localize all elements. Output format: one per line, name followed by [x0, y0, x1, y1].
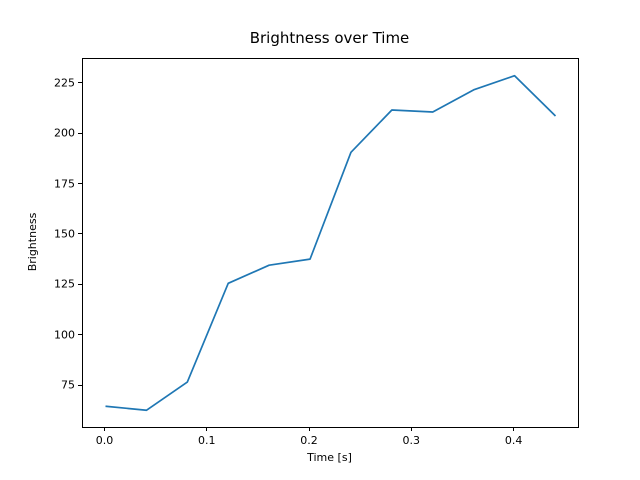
- chart-title: Brightness over Time: [249, 29, 410, 47]
- y-tick-label: 200: [54, 126, 75, 140]
- x-tick-mark: [308, 427, 310, 431]
- y-tick-label: 175: [54, 177, 75, 191]
- y-tick-mark: [78, 233, 82, 235]
- y-axis-label: Brightness: [26, 212, 39, 272]
- x-tick-mark: [206, 427, 208, 431]
- x-tick-label: 0.3: [402, 434, 421, 447]
- y-tick-mark: [78, 82, 82, 84]
- x-axis-label: Time [s]: [307, 451, 352, 464]
- x-tick-label: 0.0: [95, 434, 114, 447]
- plot-area: [82, 58, 579, 428]
- x-tick-mark: [513, 427, 515, 431]
- y-tick-mark: [78, 132, 82, 134]
- y-tick-mark: [78, 334, 82, 336]
- y-tick-label: 100: [54, 328, 75, 342]
- y-tick-mark: [78, 384, 82, 386]
- x-tick-label: 0.1: [198, 434, 216, 447]
- y-tick-label: 75: [61, 378, 75, 392]
- y-tick-mark: [78, 183, 82, 185]
- x-tick-label: 0.4: [504, 434, 523, 447]
- plot-area-svg: [105, 74, 557, 412]
- x-tick-mark: [104, 427, 105, 431]
- brightness-line-series: [105, 74, 557, 412]
- y-tick-mark: [78, 283, 82, 285]
- y-tick-label: 125: [54, 277, 75, 291]
- y-tick-label: 225: [54, 76, 75, 90]
- x-tick-mark: [410, 427, 412, 431]
- y-tick-label: 150: [54, 227, 75, 241]
- x-tick-label: 0.2: [300, 434, 318, 447]
